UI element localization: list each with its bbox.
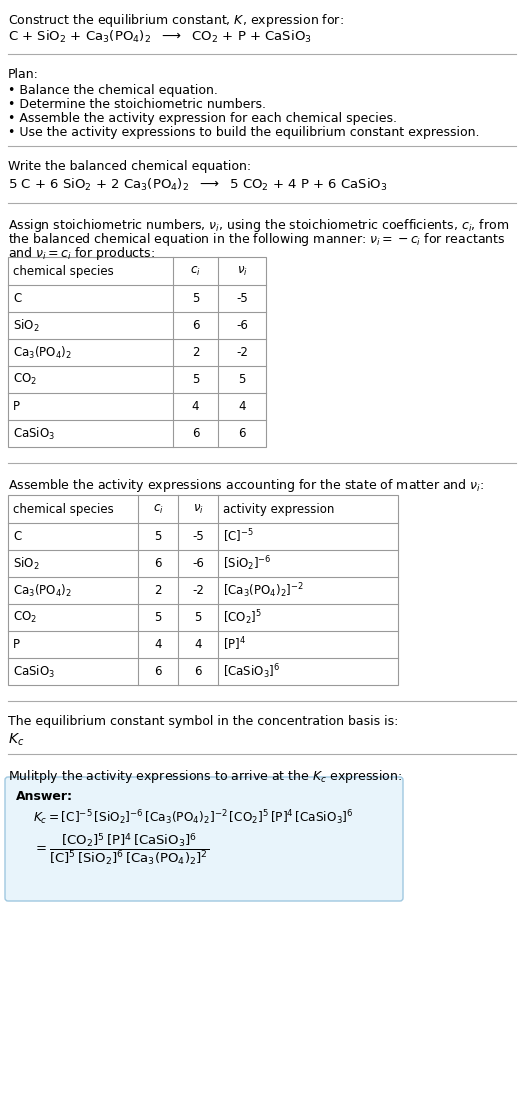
Text: 5: 5: [154, 530, 162, 544]
FancyBboxPatch shape: [5, 777, 403, 901]
Text: The equilibrium constant symbol in the concentration basis is:: The equilibrium constant symbol in the c…: [8, 715, 398, 728]
Text: C: C: [13, 530, 21, 544]
Text: CaSiO$_3$: CaSiO$_3$: [13, 663, 55, 680]
Text: -6: -6: [236, 319, 248, 332]
Text: CO$_2$: CO$_2$: [13, 610, 37, 625]
Text: 6: 6: [238, 427, 246, 439]
Text: Ca$_3$(PO$_4$)$_2$: Ca$_3$(PO$_4$)$_2$: [13, 344, 72, 361]
Text: • Assemble the activity expression for each chemical species.: • Assemble the activity expression for e…: [8, 112, 397, 125]
Text: 5: 5: [192, 373, 199, 386]
Text: [CO$_2$]$^5$: [CO$_2$]$^5$: [223, 608, 262, 627]
Text: [CaSiO$_3$]$^6$: [CaSiO$_3$]$^6$: [223, 662, 280, 681]
Text: Mulitply the activity expressions to arrive at the $K_c$ expression:: Mulitply the activity expressions to arr…: [8, 768, 402, 785]
Text: 5: 5: [154, 611, 162, 624]
Text: [C]$^{-5}$: [C]$^{-5}$: [223, 528, 254, 546]
Text: 4: 4: [238, 400, 246, 413]
Text: 6: 6: [154, 665, 162, 677]
Text: $c_i$: $c_i$: [190, 265, 201, 278]
Text: SiO$_2$: SiO$_2$: [13, 318, 39, 333]
Text: P: P: [13, 638, 20, 651]
Text: Plan:: Plan:: [8, 68, 39, 81]
Text: [Ca$_3$(PO$_4$)$_2$]$^{-2}$: [Ca$_3$(PO$_4$)$_2$]$^{-2}$: [223, 581, 303, 600]
Text: 5: 5: [238, 373, 246, 386]
Text: $K_c = [\mathrm{C}]^{-5}\,[\mathrm{SiO_2}]^{-6}\,[\mathrm{Ca_3(PO_4)_2}]^{-2}\,[: $K_c = [\mathrm{C}]^{-5}\,[\mathrm{SiO_2…: [33, 808, 354, 827]
Text: CO$_2$: CO$_2$: [13, 372, 37, 387]
Text: C: C: [13, 292, 21, 306]
Text: -6: -6: [192, 557, 204, 570]
Text: 4: 4: [194, 638, 202, 651]
Text: 6: 6: [192, 427, 199, 439]
Text: P: P: [13, 400, 20, 413]
Text: [SiO$_2$]$^{-6}$: [SiO$_2$]$^{-6}$: [223, 555, 271, 572]
Text: 2: 2: [192, 346, 199, 359]
Text: 6: 6: [192, 319, 199, 332]
Text: C + SiO$_2$ + Ca$_3$(PO$_4$)$_2$  $\longrightarrow$  CO$_2$ + P + CaSiO$_3$: C + SiO$_2$ + Ca$_3$(PO$_4$)$_2$ $\longr…: [8, 29, 312, 45]
Text: and $\nu_i = c_i$ for products:: and $\nu_i = c_i$ for products:: [8, 245, 155, 262]
Text: 5 C + 6 SiO$_2$ + 2 Ca$_3$(PO$_4$)$_2$  $\longrightarrow$  5 CO$_2$ + 4 P + 6 Ca: 5 C + 6 SiO$_2$ + 2 Ca$_3$(PO$_4$)$_2$ $…: [8, 177, 388, 193]
Text: activity expression: activity expression: [223, 503, 334, 516]
Text: Write the balanced chemical equation:: Write the balanced chemical equation:: [8, 161, 251, 173]
Text: SiO$_2$: SiO$_2$: [13, 556, 39, 571]
Text: CaSiO$_3$: CaSiO$_3$: [13, 425, 55, 442]
Text: 5: 5: [192, 292, 199, 306]
Text: -5: -5: [236, 292, 248, 306]
Text: chemical species: chemical species: [13, 265, 114, 278]
Text: $= \dfrac{[\mathrm{CO_2}]^{5}\,[\mathrm{P}]^{4}\,[\mathrm{CaSiO_3}]^{6}}{[\mathr: $= \dfrac{[\mathrm{CO_2}]^{5}\,[\mathrm{…: [33, 832, 209, 868]
Text: • Balance the chemical equation.: • Balance the chemical equation.: [8, 84, 218, 97]
Text: chemical species: chemical species: [13, 503, 114, 516]
Text: Ca$_3$(PO$_4$)$_2$: Ca$_3$(PO$_4$)$_2$: [13, 582, 72, 599]
Text: the balanced chemical equation in the following manner: $\nu_i = -c_i$ for react: the balanced chemical equation in the fo…: [8, 231, 506, 248]
Bar: [8, 495, 398, 685]
Text: Assemble the activity expressions accounting for the state of matter and $\nu_i$: Assemble the activity expressions accoun…: [8, 477, 484, 494]
Text: -2: -2: [236, 346, 248, 359]
Text: 6: 6: [154, 557, 162, 570]
Text: Construct the equilibrium constant, $K$, expression for:: Construct the equilibrium constant, $K$,…: [8, 12, 344, 29]
Text: Answer:: Answer:: [16, 790, 73, 803]
Text: $K_c$: $K_c$: [8, 732, 24, 748]
Text: 6: 6: [194, 665, 202, 677]
Bar: [8, 257, 266, 447]
Text: [P]$^4$: [P]$^4$: [223, 635, 246, 653]
Text: -5: -5: [192, 530, 204, 544]
Text: 5: 5: [194, 611, 202, 624]
Text: $\nu_i$: $\nu_i$: [237, 265, 247, 278]
Text: $c_i$: $c_i$: [152, 503, 163, 516]
Text: Assign stoichiometric numbers, $\nu_i$, using the stoichiometric coefficients, $: Assign stoichiometric numbers, $\nu_i$, …: [8, 217, 509, 234]
Text: • Determine the stoichiometric numbers.: • Determine the stoichiometric numbers.: [8, 99, 266, 111]
Text: -2: -2: [192, 584, 204, 597]
Text: $\nu_i$: $\nu_i$: [193, 503, 203, 516]
Text: 4: 4: [154, 638, 162, 651]
Text: 4: 4: [192, 400, 199, 413]
Text: 2: 2: [154, 584, 162, 597]
Text: • Use the activity expressions to build the equilibrium constant expression.: • Use the activity expressions to build …: [8, 126, 479, 139]
